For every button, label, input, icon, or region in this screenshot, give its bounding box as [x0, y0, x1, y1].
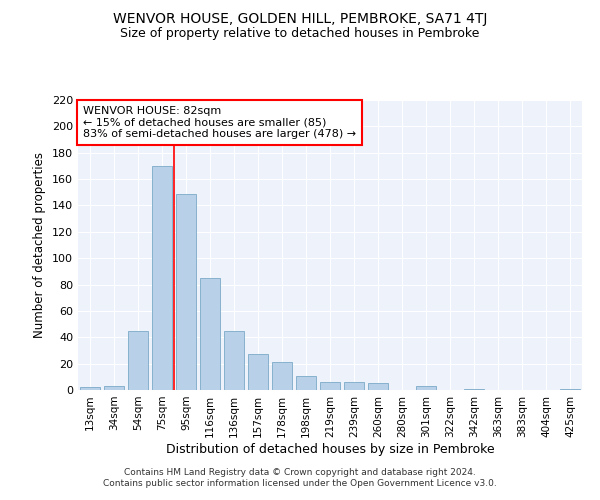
Bar [224, 330, 244, 390]
Bar [152, 166, 172, 390]
Bar [80, 388, 100, 390]
Text: WENVOR HOUSE: 82sqm
← 15% of detached houses are smaller (85)
83% of semi-detach: WENVOR HOUSE: 82sqm ← 15% of detached ho… [83, 106, 356, 139]
Bar [416, 386, 436, 390]
Text: Contains HM Land Registry data © Crown copyright and database right 2024.
Contai: Contains HM Land Registry data © Crown c… [103, 468, 497, 487]
Bar [248, 354, 268, 390]
Text: WENVOR HOUSE, GOLDEN HILL, PEMBROKE, SA71 4TJ: WENVOR HOUSE, GOLDEN HILL, PEMBROKE, SA7… [113, 12, 487, 26]
Bar [104, 386, 124, 390]
Bar [176, 194, 196, 390]
Bar [272, 362, 292, 390]
Text: Distribution of detached houses by size in Pembroke: Distribution of detached houses by size … [166, 442, 494, 456]
Bar [344, 382, 364, 390]
Y-axis label: Number of detached properties: Number of detached properties [34, 152, 46, 338]
Bar [296, 376, 316, 390]
Bar [128, 330, 148, 390]
Bar [320, 382, 340, 390]
Bar [464, 388, 484, 390]
Bar [368, 384, 388, 390]
Bar [200, 278, 220, 390]
Text: Size of property relative to detached houses in Pembroke: Size of property relative to detached ho… [121, 28, 479, 40]
Bar [560, 388, 580, 390]
